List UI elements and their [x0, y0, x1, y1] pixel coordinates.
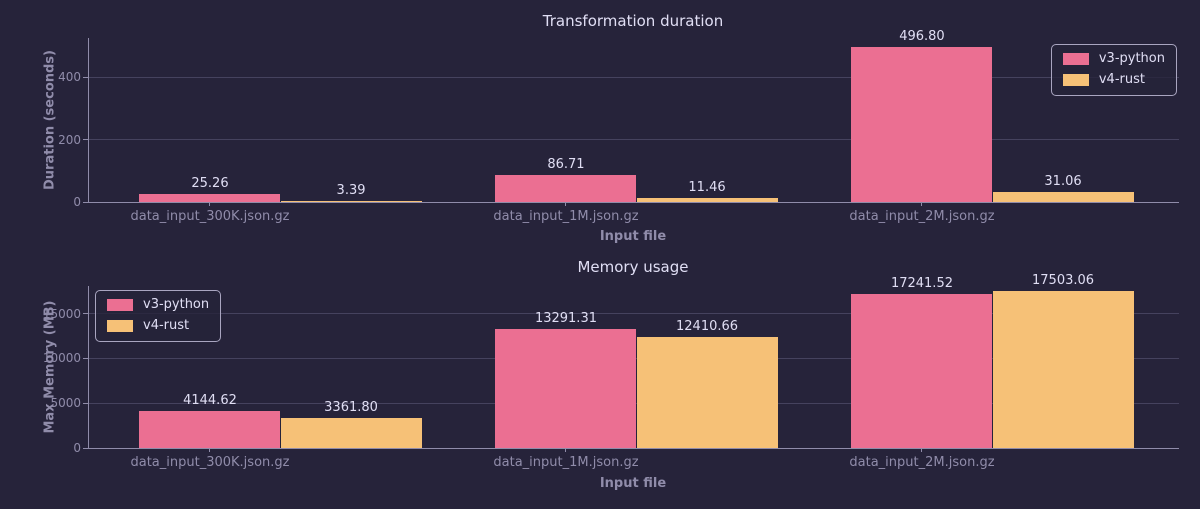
y-tick-mark	[83, 313, 88, 315]
x-tick-mark	[565, 448, 567, 452]
legend-item: v3-python	[107, 297, 210, 313]
y-tick-label: 200	[58, 132, 81, 147]
x-tick-mark	[209, 202, 211, 206]
legend-item-label: v4-rust	[1098, 71, 1145, 87]
bar-v4-rust	[992, 192, 1134, 202]
gridline	[89, 76, 1179, 78]
x-tick-mark	[921, 202, 923, 206]
bar-v3-python	[139, 194, 281, 202]
bar-value-label: 86.71	[547, 156, 585, 172]
bar-v4-rust	[636, 198, 778, 202]
legend-swatch-v4-rust	[107, 320, 133, 333]
y-tick-label: 5000	[50, 396, 81, 411]
x-axis-label: Input file	[599, 229, 667, 244]
legend-item-label: v4-rust	[143, 317, 190, 333]
chart-title: Memory usage	[577, 258, 689, 276]
bar-value-label: 13291.31	[534, 311, 597, 327]
x-axis-label: Input file	[599, 476, 667, 491]
plot-area: 0 5000 10000 15000 data_input_300K.json.gz da…	[43, 274, 1179, 469]
y-tick-label: 400	[58, 70, 81, 85]
x-tick-label: data_input_300K.json.gz	[130, 455, 290, 470]
bar-v4-rust	[636, 336, 778, 448]
bar-value-label: 31.06	[1044, 174, 1082, 190]
gridline	[89, 139, 1179, 141]
legend-swatch-v3-python	[107, 299, 133, 312]
x-tick-label: data_input_1M.json.gz	[493, 455, 639, 470]
x-tick-label: data_input_1M.json.gz	[493, 209, 639, 224]
y-tick-mark	[83, 201, 88, 203]
bar-v3-python	[495, 329, 637, 448]
bar-value-label: 17503.06	[1032, 273, 1095, 289]
legend-item-label: v3-python	[143, 297, 210, 312]
x-tick-label: data_input_2M.json.gz	[849, 209, 995, 224]
y-tick-mark	[83, 447, 88, 449]
x-tick-label: data_input_300K.json.gz	[130, 209, 290, 224]
legend-item: v3-python	[1062, 51, 1165, 67]
bar-value-label: 25.26	[191, 176, 229, 192]
y-tick-label: 10000	[42, 351, 81, 366]
bar-value-label: 3361.80	[324, 399, 378, 415]
bar-value-label: 12410.66	[676, 318, 739, 334]
legend-swatch-v3-python	[1062, 53, 1089, 66]
bar-v4-rust	[280, 200, 422, 202]
gridline	[89, 313, 1179, 315]
bar-value-label: 496.80	[899, 28, 945, 44]
y-tick-mark	[83, 76, 88, 78]
bar-v4-rust	[992, 291, 1134, 448]
bar-v4-rust	[280, 417, 422, 448]
x-tick-mark	[921, 448, 923, 452]
legend-item: v4-rust	[107, 317, 209, 334]
bar-value-label: 11.46	[688, 180, 726, 196]
bar-v3-python	[851, 46, 993, 202]
x-tick-mark	[565, 202, 567, 206]
bar-v3-python	[139, 410, 281, 448]
y-tick-mark	[83, 139, 88, 141]
chart-title: Transformation duration	[542, 12, 724, 30]
y-tick-label: 15000	[42, 306, 81, 321]
bar-value-label: 3.39	[336, 182, 366, 198]
plot-area: 0 200 400 data_input_300K.json.gz data_input…	[58, 30, 1179, 223]
bar-value-label: 4144.62	[183, 392, 237, 408]
legend-item: v4-rust	[1062, 71, 1165, 88]
y-tick-mark	[83, 357, 88, 359]
y-tick-mark	[83, 402, 88, 404]
x-tick-mark	[209, 448, 211, 452]
legend-swatch-v4-rust	[1062, 74, 1089, 87]
y-tick-label: 0	[73, 441, 81, 455]
x-tick-label: data_input_2M.json.gz	[849, 455, 995, 470]
legend: v3-python v4-rust	[1050, 44, 1177, 96]
legend: v3-python v4-rust	[95, 290, 222, 342]
legend-item-label: v3-python	[1098, 51, 1165, 66]
bar-v3-python	[851, 293, 993, 448]
y-tick-label: 0	[73, 195, 81, 209]
bar-v3-python	[495, 174, 637, 202]
bar-value-label: 17241.52	[890, 275, 953, 291]
